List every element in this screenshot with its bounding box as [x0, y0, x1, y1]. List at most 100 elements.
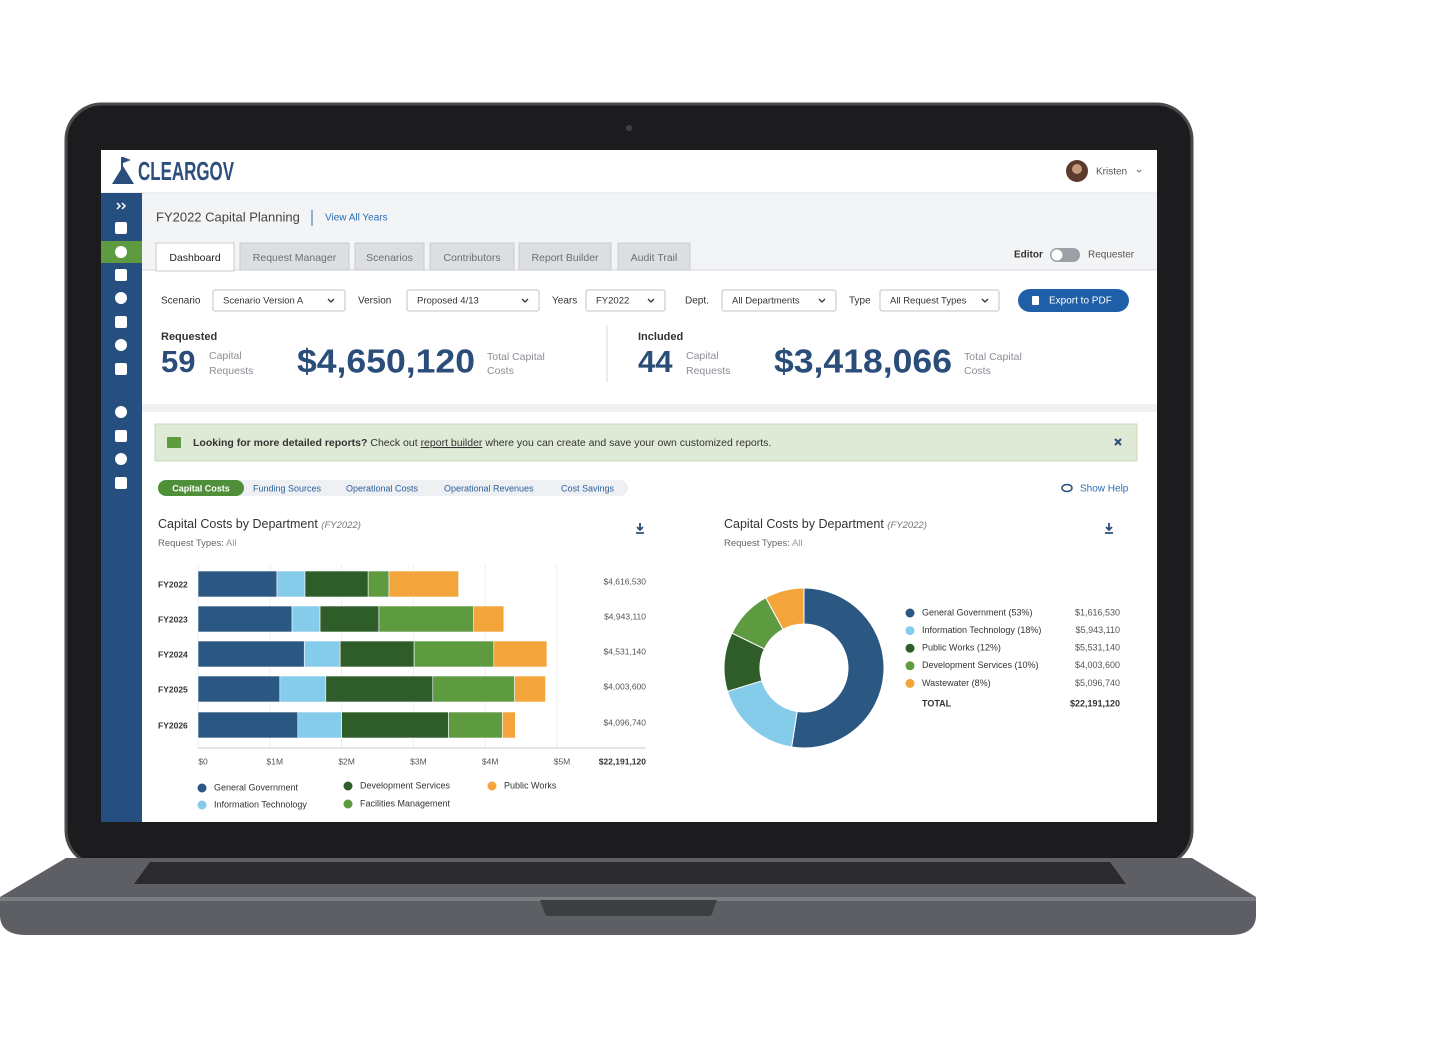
kpi-amount-label: Costs: [487, 365, 514, 377]
chart-tab[interactable]: Capital Costs: [172, 483, 230, 493]
chart-tab-active[interactable]: [158, 480, 244, 496]
y-tick-label: FY2026: [158, 720, 188, 730]
bar-segment[interactable]: [502, 711, 516, 739]
tab[interactable]: [239, 242, 350, 271]
bar-segment[interactable]: [279, 675, 327, 703]
export-button[interactable]: [1018, 289, 1129, 312]
tab[interactable]: [155, 242, 235, 272]
sidebar-icon[interactable]: [115, 430, 127, 442]
tab[interactable]: [354, 242, 425, 271]
chart-tab[interactable]: Cost Savings: [561, 483, 615, 493]
kpi-count-label: Capital: [686, 350, 719, 362]
donut-slice[interactable]: [791, 587, 885, 749]
bar-segment[interactable]: [388, 570, 459, 598]
tab-label[interactable]: Dashboard: [169, 252, 221, 264]
sidebar-icon[interactable]: [115, 406, 127, 418]
tab-label[interactable]: Scenarios: [366, 252, 413, 264]
bar-segment[interactable]: [493, 640, 548, 668]
donut-slice[interactable]: [765, 587, 805, 631]
bar-segment[interactable]: [367, 570, 390, 598]
download-icon[interactable]: [636, 523, 644, 534]
chart-tab[interactable]: Operational Revenues: [444, 483, 534, 493]
legend-label[interactable]: General Government (53%): [922, 607, 1033, 617]
bar-segment[interactable]: [339, 640, 415, 668]
bar-segment[interactable]: [325, 675, 434, 703]
help-icon[interactable]: [1061, 483, 1073, 493]
banner-link[interactable]: report builder: [421, 437, 483, 449]
legend-label[interactable]: Facilities Management: [360, 798, 451, 808]
sidebar-icon[interactable]: [115, 316, 127, 328]
sidebar-icon[interactable]: [115, 222, 127, 234]
bar-segment[interactable]: [197, 640, 305, 668]
filter-value[interactable]: Scenario Version A: [223, 296, 304, 307]
bar-segment[interactable]: [432, 675, 515, 703]
bar-segment[interactable]: [378, 605, 475, 633]
tab-label[interactable]: Report Builder: [531, 252, 599, 264]
bar-segment[interactable]: [341, 711, 449, 739]
legend-label[interactable]: Development Services: [360, 780, 451, 790]
bar-segment[interactable]: [514, 675, 546, 703]
filter-value[interactable]: Proposed 4/13: [417, 296, 479, 307]
sidebar-icon[interactable]: [115, 292, 127, 304]
download-icon[interactable]: [1105, 523, 1113, 534]
filter-value[interactable]: FY2022: [596, 296, 629, 307]
tab-label[interactable]: Contributors: [443, 252, 500, 264]
legend-label[interactable]: General Government: [214, 782, 299, 792]
bar-segment[interactable]: [473, 605, 505, 633]
filter-dropdown[interactable]: [212, 289, 346, 312]
bar-segment[interactable]: [197, 605, 293, 633]
bar-segment[interactable]: [197, 711, 299, 739]
chart-subtitle: Request Types: All: [724, 538, 803, 549]
filter-label: Type: [849, 296, 871, 307]
legend-label[interactable]: Development Services (10%): [922, 660, 1039, 670]
bar-segment[interactable]: [291, 605, 321, 633]
bar-segment[interactable]: [197, 570, 278, 598]
tab[interactable]: [429, 242, 515, 271]
bar-segment[interactable]: [297, 711, 342, 739]
legend-label[interactable]: Wastewater (8%): [922, 678, 991, 688]
filter-dropdown[interactable]: [406, 289, 540, 312]
bar-segment[interactable]: [303, 640, 341, 668]
sidebar-icon[interactable]: [115, 269, 127, 281]
chart-subtitle: Request Types: All: [158, 538, 237, 549]
kpi-count-label: Requests: [209, 365, 253, 377]
sidebar-expand[interactable]: [116, 202, 127, 210]
sidebar-icon[interactable]: [115, 477, 127, 489]
tab-label[interactable]: Request Manager: [253, 252, 337, 264]
bar-segment[interactable]: [304, 570, 369, 598]
sidebar-icon[interactable]: [115, 339, 127, 351]
legend-label[interactable]: Information Technology (18%): [922, 625, 1041, 635]
legend-amount: $5,943,110: [1076, 625, 1120, 635]
legend-label[interactable]: Public Works: [504, 780, 557, 790]
bar-segment[interactable]: [197, 675, 281, 703]
legend-label[interactable]: Information Technology: [214, 799, 307, 809]
tab[interactable]: [617, 242, 691, 271]
tab[interactable]: [518, 242, 612, 271]
sidebar-icon[interactable]: [115, 246, 127, 258]
legend-swatch: [905, 643, 915, 653]
bar-segment[interactable]: [276, 570, 306, 598]
chart-tab[interactable]: Funding Sources: [253, 483, 322, 493]
banner-after: where you can create and save your own c…: [484, 437, 771, 449]
show-help[interactable]: Show Help: [1080, 484, 1129, 495]
row-total: $4,003,600: [603, 681, 646, 691]
view-all-years[interactable]: View All Years: [325, 213, 388, 224]
legend-label[interactable]: Public Works (12%): [922, 643, 1001, 653]
user-name[interactable]: Kristen: [1096, 167, 1127, 178]
filter-dropdown[interactable]: [585, 289, 666, 312]
bar-segment[interactable]: [448, 711, 503, 739]
filter-value[interactable]: All Departments: [732, 296, 800, 307]
banner-close[interactable]: [1114, 438, 1122, 446]
sidebar-icon[interactable]: [115, 453, 127, 465]
section-separator: [142, 404, 1157, 412]
bar-segment[interactable]: [319, 605, 380, 633]
filter-dropdown[interactable]: [879, 289, 1000, 312]
export-label[interactable]: Export to PDF: [1049, 296, 1112, 307]
sidebar-icon[interactable]: [115, 363, 127, 375]
filter-dropdown[interactable]: [721, 289, 837, 312]
chart-tab[interactable]: Operational Costs: [346, 483, 419, 493]
total-heading: TOTAL: [922, 698, 952, 708]
tab-label[interactable]: Audit Trail: [631, 252, 678, 264]
bar-segment[interactable]: [413, 640, 495, 668]
filter-value[interactable]: All Request Types: [890, 296, 967, 307]
